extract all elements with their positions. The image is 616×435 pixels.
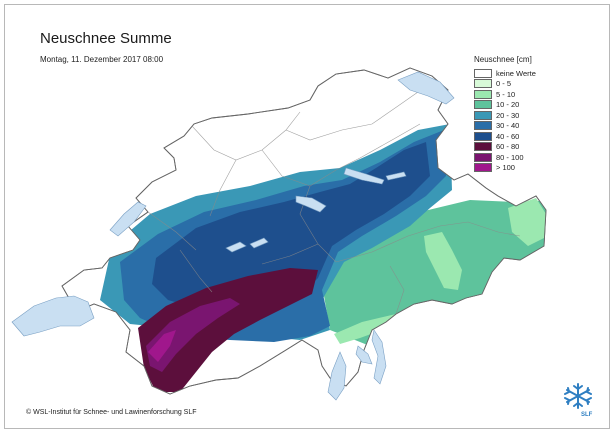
legend-label: 80 - 100 xyxy=(496,152,524,162)
legend-item: 60 - 80 xyxy=(474,142,536,153)
legend-swatch xyxy=(474,142,492,152)
zone-5-10-engadin xyxy=(508,198,546,246)
lakes xyxy=(11,71,455,401)
legend-item: > 100 xyxy=(474,163,536,174)
legend-label: 40 - 60 xyxy=(496,131,520,141)
legend-item: 0 - 5 xyxy=(474,79,536,90)
legend-swatch xyxy=(474,89,492,99)
slf-logo-text: SLF xyxy=(581,412,593,418)
legend-title: Neuschnee [cm] xyxy=(474,55,532,64)
lake-maggiore xyxy=(327,351,347,401)
lake-thun xyxy=(225,241,247,253)
zone-over-100 xyxy=(148,330,176,362)
switzerland-border xyxy=(61,67,547,395)
map-title: Neuschnee Summe xyxy=(40,30,172,47)
legend-swatch xyxy=(474,131,492,141)
legend-label: 20 - 30 xyxy=(496,110,520,120)
lake-geneva xyxy=(11,295,95,337)
lake-lugano xyxy=(355,345,373,365)
legend-item: 10 - 20 xyxy=(474,100,536,111)
legend-label: 5 - 10 xyxy=(496,89,516,99)
copyright-text: © WSL-Institut für Schnee- und Lawinenfo… xyxy=(26,409,197,416)
legend-swatch xyxy=(474,68,492,78)
zone-80-100 xyxy=(146,298,240,372)
legend-item: keine Werte xyxy=(474,68,536,79)
zone-40-60 xyxy=(152,142,430,308)
legend-swatch xyxy=(474,110,492,120)
legend-item: 5 - 10 xyxy=(474,89,536,100)
zone-60-80 xyxy=(138,268,318,392)
legend-item: 30 - 40 xyxy=(474,121,536,132)
snowflake-icon xyxy=(564,383,592,409)
legend-item: 20 - 30 xyxy=(474,110,536,121)
legend-label: > 100 xyxy=(496,163,515,173)
legend-swatch xyxy=(474,121,492,131)
legend-label: keine Werte xyxy=(496,68,536,78)
zone-5-10-graubuenden xyxy=(424,232,462,290)
legend-swatch xyxy=(474,79,492,89)
map-date: Montag, 11. Dezember 2017 08:00 xyxy=(40,55,164,64)
lake-walensee xyxy=(385,171,407,181)
legend-label: 60 - 80 xyxy=(496,142,520,152)
legend-label: 0 - 5 xyxy=(496,79,512,89)
legend-item: 40 - 60 xyxy=(474,131,536,142)
legend-swatch xyxy=(474,152,492,162)
lake-brienz xyxy=(249,237,269,249)
lake-lucerne xyxy=(295,195,327,213)
lake-como xyxy=(371,329,387,385)
legend-swatch xyxy=(474,100,492,110)
lake-constance xyxy=(397,71,455,105)
legend-item: 80 - 100 xyxy=(474,152,536,163)
slf-logo: SLF xyxy=(564,383,593,418)
legend-label: 10 - 20 xyxy=(496,100,520,110)
legend-label: 30 - 40 xyxy=(496,121,520,131)
legend-swatch xyxy=(474,163,492,173)
lake-zurich xyxy=(343,167,385,185)
lake-neuchatel xyxy=(109,201,147,237)
